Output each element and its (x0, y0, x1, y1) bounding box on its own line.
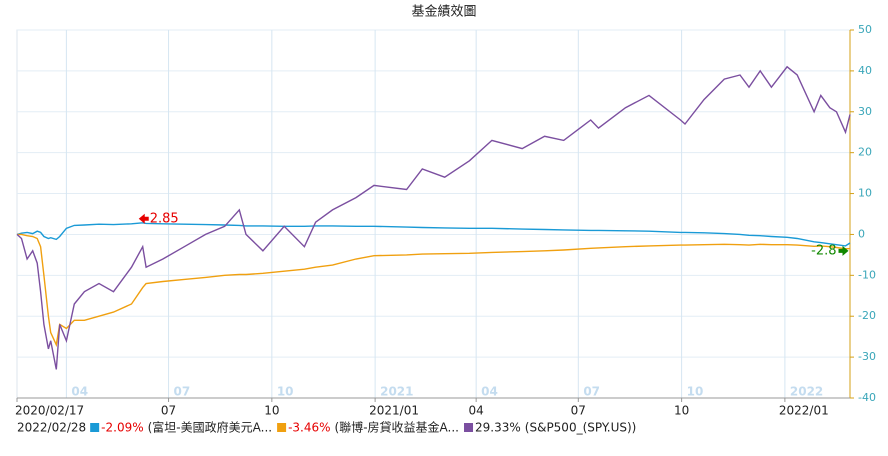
y-tick-label: 40 (858, 64, 872, 77)
annotation-arrow (838, 245, 849, 256)
chart-title: 基金績效圖 (411, 4, 476, 20)
legend-swatch (277, 423, 287, 432)
y-tick-label: -10 (858, 268, 876, 281)
legend-return: -3.46% (288, 421, 330, 435)
y-tick-label: 10 (858, 187, 872, 200)
legend-swatch (464, 423, 474, 432)
x-tick-label: 2020/02/17 (15, 404, 84, 418)
annotation-label: -2.8 (811, 243, 836, 258)
series-line (17, 233, 851, 348)
legend-swatch (90, 423, 100, 432)
annotation-label: 2.85 (150, 211, 179, 226)
period-label: 04 (71, 385, 88, 399)
x-tick-label: 07 (161, 404, 176, 418)
period-label: 2021 (380, 385, 413, 399)
period-label: 10 (277, 385, 294, 399)
legend-return: -2.09% (101, 421, 143, 435)
x-tick-label: 2022/01 (779, 404, 829, 418)
x-tick-label: 10 (264, 404, 279, 418)
period-label: 10 (687, 385, 704, 399)
x-tick-label: 10 (674, 404, 689, 418)
y-tick-label: -20 (858, 309, 876, 322)
period-label: 07 (583, 385, 600, 399)
period-label: 04 (481, 385, 498, 399)
x-tick-label: 07 (571, 404, 586, 418)
y-tick-label: -40 (858, 391, 876, 404)
legend-date: 2022/02/28 (17, 421, 86, 435)
y-tick-label: -30 (858, 350, 876, 363)
period-label: 07 (174, 385, 191, 399)
period-label: 2022 (790, 385, 823, 399)
x-tick-label: 04 (469, 404, 484, 418)
legend-label: (富坦-美國政府美元A... (148, 420, 272, 435)
plot-frame (16, 29, 851, 399)
y-tick-label: 20 (858, 146, 872, 159)
annotation-arrow (138, 213, 149, 224)
series-line (16, 65, 851, 370)
legend-return: 29.33% (475, 421, 521, 435)
legend-label: (聯博-房貸收益基金A... (335, 420, 459, 435)
series-line (16, 222, 851, 247)
legend-label: (S&P500_(SPY.US)) (525, 421, 637, 435)
y-tick-label: 0 (858, 227, 865, 240)
y-tick-label: 30 (858, 105, 872, 118)
y-tick-label: 50 (858, 23, 872, 36)
x-tick-label: 2021/01 (369, 404, 419, 418)
